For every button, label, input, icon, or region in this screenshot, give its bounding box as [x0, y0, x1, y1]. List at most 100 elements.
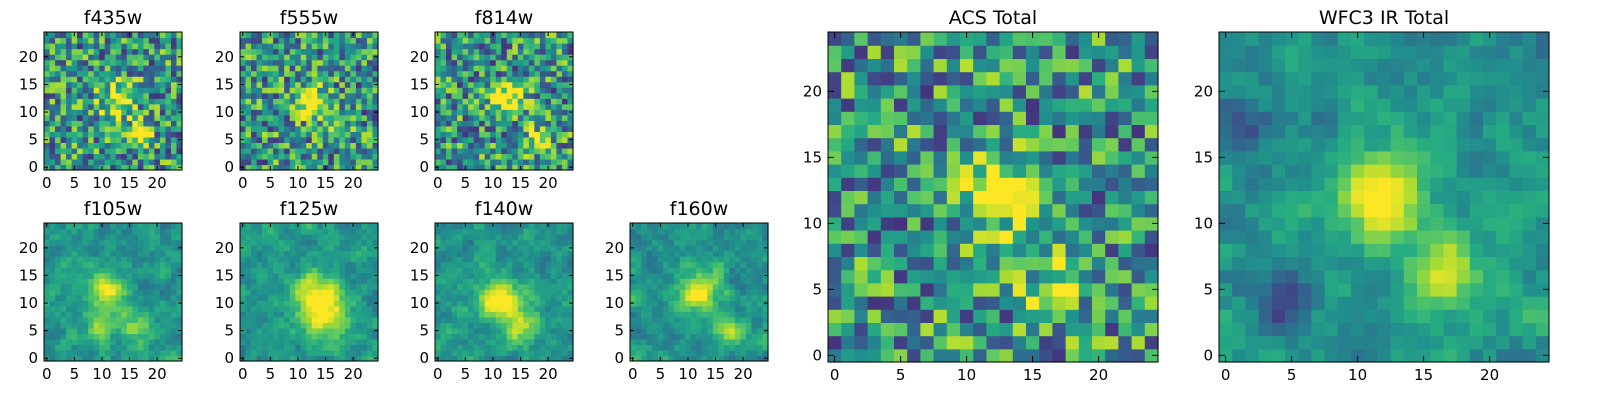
heatmap-cell — [567, 234, 574, 241]
heatmap-cell — [545, 245, 552, 252]
heatmap-cell — [93, 125, 100, 132]
heatmap-cell — [1039, 282, 1053, 297]
heatmap-cell — [451, 272, 458, 279]
heatmap-cell — [361, 125, 368, 132]
heatmap-cell — [534, 256, 541, 263]
heatmap-cell — [165, 131, 172, 138]
heatmap-cell — [652, 322, 659, 329]
heatmap-cell — [256, 344, 263, 351]
heatmap-cell — [828, 190, 842, 205]
heatmap-cell — [534, 98, 541, 105]
heatmap-cell — [679, 245, 686, 252]
heatmap-cell — [333, 109, 340, 116]
heatmap-cell — [556, 136, 563, 143]
heatmap-cell — [696, 228, 703, 235]
heatmap-cell — [44, 333, 51, 340]
heatmap-cell — [44, 98, 51, 105]
heatmap-cell — [311, 81, 318, 88]
heatmap-cell — [723, 294, 730, 301]
heatmap-cell — [933, 216, 948, 231]
heatmap-cell — [707, 267, 714, 274]
heatmap-cell — [322, 43, 329, 50]
heatmap-cell — [256, 305, 263, 312]
heatmap-cell — [1026, 322, 1040, 337]
heatmap-cell — [245, 37, 252, 44]
heatmap-cell — [115, 355, 122, 362]
heatmap-cell — [512, 223, 519, 230]
heatmap-cell — [723, 256, 730, 263]
heatmap-cell — [462, 234, 469, 241]
heatmap-cell — [311, 239, 318, 246]
heatmap-cell — [1131, 230, 1146, 244]
heatmap-cell — [528, 59, 535, 66]
heatmap-cell — [646, 239, 653, 246]
heatmap-cell — [506, 54, 513, 61]
heatmap-cell — [960, 335, 974, 350]
heatmap-cell — [273, 311, 280, 318]
heatmap-cell — [679, 349, 686, 357]
heatmap-cell — [1078, 216, 1093, 231]
heatmap-cell — [344, 70, 351, 77]
heatmap-cell — [273, 65, 280, 72]
heatmap-cell — [60, 261, 67, 268]
heatmap-cell — [1105, 348, 1119, 363]
heatmap-cell — [317, 87, 324, 94]
heatmap-cell — [854, 309, 869, 323]
heatmap-cell — [66, 322, 73, 329]
heatmap-cell — [479, 70, 486, 77]
heatmap-cell — [1039, 243, 1053, 257]
heatmap-cell — [561, 234, 569, 241]
heatmap-cell — [468, 316, 475, 323]
heatmap-cell — [561, 164, 569, 171]
heatmap-cell — [946, 348, 961, 363]
heatmap-cell — [333, 48, 340, 55]
heatmap-cell — [652, 316, 659, 323]
heatmap-cell — [707, 228, 714, 235]
heatmap-cell — [534, 43, 541, 50]
heatmap-cell — [132, 239, 139, 246]
heatmap-cell — [137, 311, 144, 318]
heatmap-cell — [71, 48, 78, 55]
heatmap-cell — [545, 256, 552, 263]
heatmap-cell — [322, 261, 329, 268]
heatmap-cell — [251, 267, 258, 274]
heatmap-cell — [93, 87, 100, 94]
heatmap-cell — [104, 54, 111, 61]
heatmap-cell — [479, 92, 486, 99]
heatmap-cell — [154, 245, 161, 252]
heatmap-cell — [490, 311, 497, 318]
heatmap-cell — [646, 234, 653, 241]
heatmap-cell — [841, 256, 855, 271]
heatmap-cell — [907, 296, 921, 310]
heatmap-cell — [512, 322, 519, 329]
heatmap-cell — [132, 37, 139, 44]
heatmap-cell — [165, 250, 172, 257]
heatmap-cell — [71, 256, 78, 263]
x-tick-label: 10 — [678, 365, 697, 383]
heatmap-cell — [841, 203, 855, 218]
heatmap-cell — [251, 65, 258, 72]
heatmap-cell — [273, 261, 280, 268]
heatmap-cell — [446, 131, 453, 138]
heatmap-cell — [712, 349, 719, 357]
heatmap-cell — [517, 92, 524, 99]
heatmap-cell — [328, 125, 335, 132]
heatmap-cell — [657, 245, 664, 252]
x-tick-label: 10 — [483, 174, 502, 192]
heatmap-cell — [300, 316, 307, 323]
heatmap-cell — [121, 70, 128, 77]
heatmap-cell — [77, 43, 84, 50]
heatmap-cell — [679, 234, 686, 241]
heatmap-cell — [751, 289, 758, 296]
heatmap-cell — [506, 311, 513, 318]
heatmap-cell — [121, 92, 128, 99]
heatmap-cell — [148, 87, 155, 94]
heatmap-cell — [317, 76, 324, 83]
heatmap-cell — [110, 228, 117, 235]
heatmap-cell — [132, 250, 139, 257]
heatmap-cell — [960, 177, 974, 191]
heatmap-cell — [322, 250, 329, 257]
heatmap-cell — [322, 153, 329, 160]
heatmap-cell — [523, 327, 530, 334]
heatmap-cell — [88, 37, 95, 44]
